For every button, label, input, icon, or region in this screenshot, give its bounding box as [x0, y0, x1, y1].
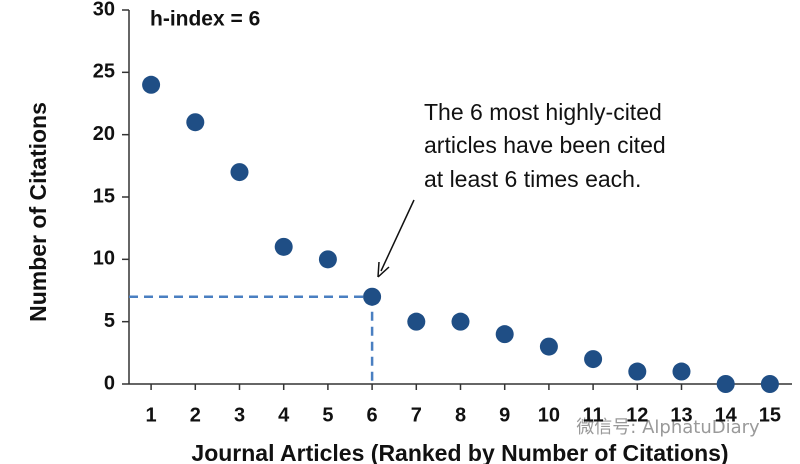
data-point — [760, 375, 779, 393]
x-tick-label: 10 — [538, 404, 560, 426]
y-tick-label: 25 — [93, 61, 115, 83]
arrow-head — [377, 261, 390, 278]
x-tick-label: 6 — [367, 404, 378, 426]
y-tick-label: 5 — [104, 310, 115, 332]
x-axis-title: Journal Articles (Ranked by Number of Ci… — [191, 440, 728, 464]
data-point — [716, 375, 735, 393]
x-tick-label: 14 — [715, 404, 738, 426]
x-tick-label: 4 — [278, 404, 290, 426]
x-tick-label: 13 — [670, 404, 692, 426]
data-point — [628, 362, 647, 381]
data-point — [363, 287, 382, 306]
data-point — [495, 325, 514, 344]
chart-title: h-index = 6 — [150, 8, 260, 31]
annotation-line: The 6 most highly-cited — [424, 99, 662, 125]
x-tick-label: 11 — [583, 404, 604, 426]
y-tick-label: 15 — [93, 185, 115, 207]
annotation-line: at least 6 times each. — [424, 166, 641, 192]
data-point — [230, 163, 249, 182]
data-point — [142, 75, 161, 94]
x-tick-label: 12 — [626, 404, 648, 426]
data-point — [672, 362, 691, 381]
y-axis-title: Number of Citations — [25, 102, 51, 322]
x-tick-label: 7 — [411, 404, 422, 426]
x-tick-label: 5 — [322, 404, 333, 426]
x-tick-label: 15 — [759, 404, 781, 426]
x-tick-label: 9 — [499, 404, 510, 426]
data-point — [539, 337, 558, 356]
annotation-line: articles have been cited — [424, 132, 666, 158]
data-point — [274, 237, 293, 256]
y-tick-label: 20 — [93, 123, 115, 145]
y-tick-label: 0 — [104, 372, 115, 394]
data-point — [451, 312, 470, 331]
data-point — [584, 350, 603, 369]
data-point — [318, 250, 337, 269]
x-tick-label: 8 — [455, 404, 466, 426]
data-point — [407, 312, 426, 331]
data-point — [186, 113, 205, 132]
y-tick-label: 30 — [93, 0, 115, 20]
watermark: 微信号: AlphatuDiary — [576, 417, 760, 438]
x-tick-label: 3 — [234, 404, 245, 426]
annotation-arrow — [380, 199, 415, 272]
x-tick-label: 2 — [190, 404, 201, 426]
y-tick-label: 10 — [93, 248, 115, 270]
x-tick-label: 1 — [146, 404, 157, 426]
